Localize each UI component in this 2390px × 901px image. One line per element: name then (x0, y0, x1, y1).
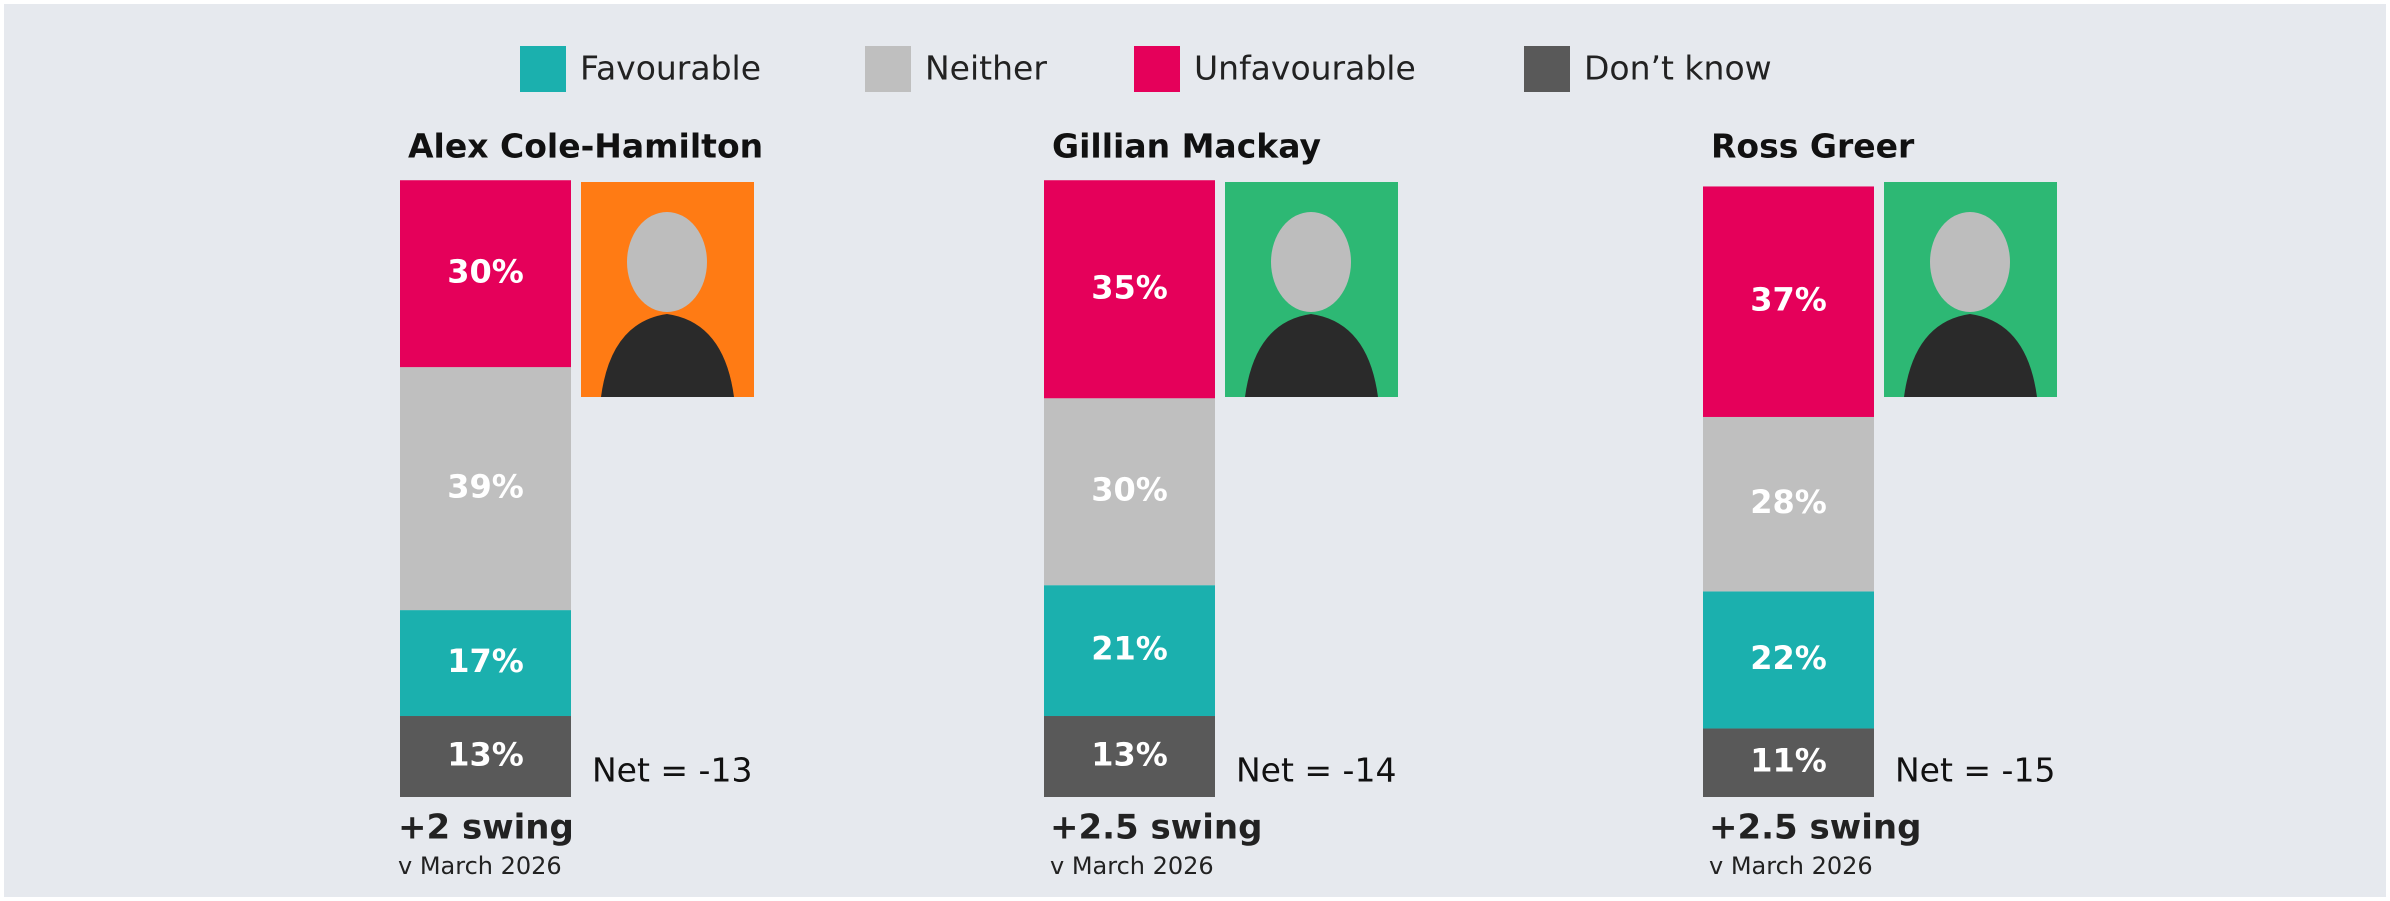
bar-segment (1703, 728, 1874, 797)
net-label: Net = -14 (1236, 751, 1396, 790)
photo-figure (1245, 314, 1378, 397)
value-label: 13% (1091, 736, 1168, 774)
value-label: 17% (447, 642, 524, 680)
photo-figure (1904, 314, 2037, 397)
swing-note: v March 2026 (1709, 852, 1873, 880)
value-label: 28% (1750, 483, 1827, 521)
legend-label: Don’t know (1584, 49, 1772, 88)
value-label: 21% (1091, 630, 1168, 668)
bar-segment (1703, 591, 1874, 729)
swing-label: +2 swing (398, 808, 574, 848)
legend-swatch (1524, 46, 1570, 92)
value-label: 30% (447, 253, 524, 291)
bar-segment (400, 367, 571, 611)
candidate-name: Alex Cole-Hamilton (408, 127, 763, 166)
bar-segment (1044, 180, 1215, 399)
net-label: Net = -13 (592, 751, 752, 790)
bar-segment (1703, 416, 1874, 592)
legend-label: Unfavourable (1194, 49, 1416, 88)
legend-swatch (520, 46, 566, 92)
photo-head (1930, 212, 2010, 312)
bar-segment (400, 610, 571, 717)
legend-swatch (865, 46, 911, 92)
photo-figure (601, 314, 734, 397)
swing-label: +2.5 swing (1050, 808, 1262, 848)
value-label: 30% (1091, 471, 1168, 509)
photo-head (627, 212, 707, 312)
photo-head (1271, 212, 1351, 312)
bar-segment (1044, 398, 1215, 586)
value-label: 35% (1091, 268, 1168, 306)
net-label: Net = -15 (1895, 751, 2055, 790)
candidate-name: Ross Greer (1711, 127, 1915, 166)
legend-swatch (1134, 46, 1180, 92)
swing-note: v March 2026 (1050, 852, 1214, 880)
bar-segment (1044, 585, 1215, 717)
bar-segment (1703, 186, 1874, 417)
value-label: 22% (1750, 639, 1827, 677)
swing-note: v March 2026 (398, 852, 562, 880)
candidate-name: Gillian Mackay (1052, 127, 1321, 166)
value-label: 37% (1750, 281, 1827, 319)
bar-segment (400, 716, 571, 797)
bar-segment (1044, 716, 1215, 797)
bar-segment (400, 180, 571, 368)
legend-label: Favourable (580, 49, 761, 88)
value-label: 39% (447, 468, 524, 506)
legend-label: Neither (925, 49, 1047, 88)
swing-label: +2.5 swing (1709, 808, 1921, 848)
value-label: 11% (1750, 742, 1827, 780)
value-label: 13% (447, 736, 524, 774)
